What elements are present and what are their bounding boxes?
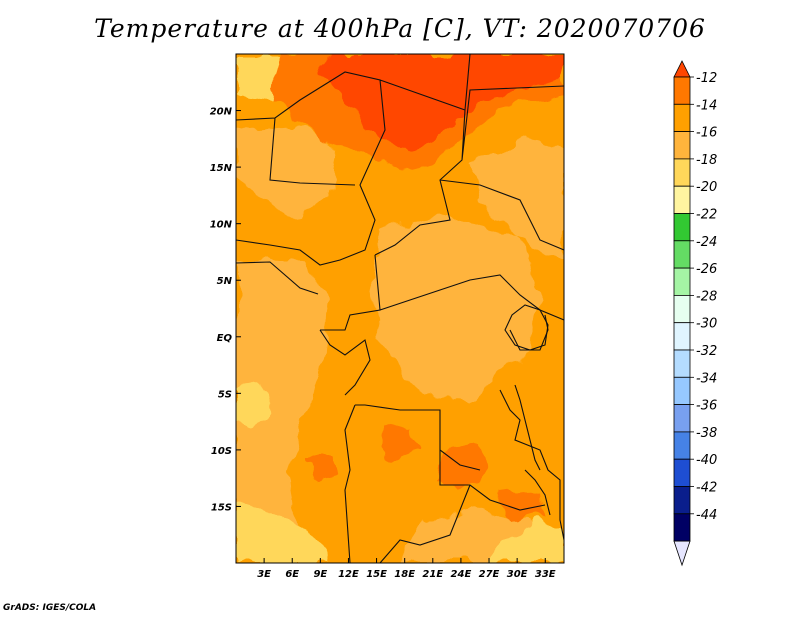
coast-lake-outline — [504, 304, 551, 516]
field-patch-west-mid — [236, 385, 270, 430]
colorbar-label: -24 — [696, 235, 717, 250]
field-patch-se — [490, 520, 564, 563]
colorbar-label: -12 — [696, 71, 717, 86]
longitude-axis: 3E 6E 9E 12E 15E 18E 21E 24E 27E 30E 33E — [257, 558, 556, 580]
colorbar-swatch — [673, 267, 691, 296]
lon-tick-label: 6E — [285, 569, 299, 580]
colorbar-label: -20 — [696, 180, 717, 195]
lon-tick-label: 3E — [257, 569, 271, 580]
colorbar-swatch — [673, 458, 691, 487]
colorbar-label: -38 — [696, 426, 717, 441]
lon-tick-label: 9E — [313, 569, 327, 580]
lat-tick-label: 15N — [210, 163, 233, 174]
plot-frame — [235, 53, 565, 564]
colorbar: -12 -14 -16 -18 -20 -22 -24 -26 -28 -30 -32 -34 -36 -… — [673, 60, 717, 567]
lon-tick-label: 27E — [479, 569, 500, 580]
credit-text: GrADS: IGES/COLA — [3, 603, 97, 613]
lon-tick-label: 15E — [366, 569, 387, 580]
colorbar-label: -18 — [696, 153, 717, 168]
lon-tick-label: 30E — [507, 569, 528, 580]
colorbar-swatch — [673, 103, 691, 133]
colorbar-label: -14 — [696, 98, 717, 113]
colorbar-swatch — [673, 404, 691, 433]
colorbar-label: -26 — [696, 262, 717, 277]
colorbar-swatch — [673, 131, 691, 160]
field-band-east — [470, 140, 564, 260]
field-warm-patch-2 — [438, 445, 490, 490]
lat-tick-label: 20N — [210, 107, 233, 118]
colorbar-bottom-triangle — [673, 540, 691, 567]
colorbar-swatch — [673, 349, 691, 378]
colorbar-label: -28 — [696, 289, 717, 304]
colorbar-label: -40 — [696, 453, 717, 468]
colorbar-swatch — [673, 213, 691, 242]
lat-tick-label: 5S — [218, 389, 232, 400]
field-warm-patch-3 — [500, 490, 545, 522]
colorbar-swatch — [673, 513, 691, 542]
colorbar-swatch — [673, 240, 691, 269]
field-warm-patch-1 — [378, 425, 420, 460]
colorbar-label: -16 — [696, 126, 717, 141]
border-lines — [236, 54, 564, 563]
field-patch-sw — [236, 500, 330, 563]
field-warm-patch-4 — [305, 455, 340, 480]
lon-tick-label: 12E — [338, 569, 359, 580]
colorbar-swatch — [673, 431, 691, 460]
colorbar-swatch — [673, 294, 691, 324]
colorbar-label: -34 — [696, 371, 717, 386]
lon-tick-label: 18E — [394, 569, 415, 580]
colorbar-swatch — [673, 76, 691, 105]
field-band-north-west — [236, 125, 340, 215]
field-band-west-coast — [236, 260, 330, 563]
lat-tick-label: EQ — [217, 333, 233, 344]
latitude-axis: 20N 15N 10N 5N EQ 5S 10S 15S — [210, 107, 241, 513]
temperature-field — [236, 54, 564, 563]
colorbar-swatch — [673, 322, 691, 351]
colorbar-swatch — [673, 486, 691, 515]
colorbar-swatch — [673, 185, 691, 214]
colorbar-label: -30 — [696, 317, 717, 332]
lon-tick-label: 21E — [422, 569, 443, 580]
colorbar-label: -22 — [696, 208, 717, 223]
lat-tick-label: 5N — [217, 276, 233, 287]
lat-tick-label: 10N — [210, 220, 233, 231]
colorbar-label: -42 — [696, 481, 717, 496]
map-title: Temperature at 400hPa [C], VT: 202007070… — [94, 14, 706, 43]
colorbar-swatch — [673, 158, 691, 187]
colorbar-label: -36 — [696, 399, 717, 414]
colorbar-label: -32 — [696, 344, 717, 359]
colorbar-swatch — [673, 376, 691, 405]
country-borders — [236, 54, 564, 563]
lon-tick-label: 24E — [451, 569, 472, 580]
colorbar-top-triangle — [673, 60, 691, 78]
lon-tick-label: 33E — [535, 569, 556, 580]
field-band-congo — [370, 215, 540, 400]
lat-tick-label: 15S — [211, 502, 232, 513]
colorbar-label: -44 — [696, 508, 717, 523]
lat-tick-label: 10S — [211, 446, 232, 457]
